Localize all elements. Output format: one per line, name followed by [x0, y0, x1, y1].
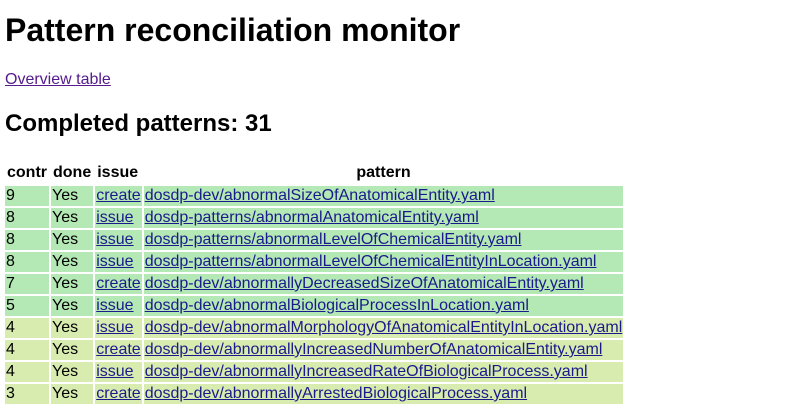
- cell-issue: issue: [95, 252, 142, 272]
- cell-done: Yes: [51, 384, 94, 404]
- cell-pattern: dosdp-patterns/abnormalLevelOfChemicalEn…: [143, 252, 624, 272]
- cell-pattern: dosdp-dev/abnormallyIncreasedRateOfBiolo…: [143, 362, 624, 382]
- table-row: 8 Yes issue dosdp-patterns/abnormalLevelOfC…: [5, 230, 624, 250]
- cell-contr: 4: [5, 362, 49, 382]
- cell-issue: create: [95, 384, 142, 404]
- create-issue-link[interactable]: create: [96, 385, 141, 402]
- cell-contr: 7: [5, 274, 49, 294]
- cell-done: Yes: [51, 340, 94, 360]
- issue-link[interactable]: issue: [96, 231, 134, 248]
- table-row: 4 Yes issue dosdp-dev/abnormalMorphologyOfA…: [5, 318, 624, 338]
- patterns-table: contr done issue pattern 9 Yes create dosdp…: [3, 160, 625, 408]
- cell-pattern: dosdp-patterns/abnormalLevelOfChemicalEn…: [143, 230, 624, 250]
- cell-done: Yes: [51, 208, 94, 228]
- cell-contr: 3: [5, 384, 49, 404]
- cell-done: Yes: [51, 274, 94, 294]
- pattern-link[interactable]: dosdp-dev/abnormallyDecreasedSizeOfAnato…: [144, 275, 584, 292]
- cell-pattern: dosdp-dev/abnormallyArrestedBiologicalPr…: [143, 384, 624, 404]
- pattern-link[interactable]: dosdp-patterns/abnormalAnatomicalEntity.…: [144, 209, 479, 226]
- cell-contr: 8: [5, 252, 49, 272]
- table-header-row: contr done issue pattern: [5, 162, 623, 184]
- pattern-link[interactable]: dosdp-dev/abnormallyIncreasedRateOfBiolo…: [144, 363, 588, 380]
- header-pattern: pattern: [356, 164, 411, 181]
- table-row: 5 Yes issue dosdp-dev/abnormalBiologicalPro…: [5, 296, 624, 316]
- cell-issue: issue: [95, 318, 142, 338]
- pattern-link[interactable]: dosdp-dev/abnormallyArrestedBiologicalPr…: [144, 385, 528, 402]
- table-row: 4 Yes create dosdp-dev/abnormallyIncreasedN…: [5, 340, 624, 360]
- cell-contr: 8: [5, 230, 49, 250]
- issue-link[interactable]: issue: [96, 319, 134, 336]
- table-body: 9 Yes create dosdp-dev/abnormalSizeOfAnatom…: [5, 186, 624, 406]
- cell-contr: 5: [5, 296, 49, 316]
- table-row: 8 Yes issue dosdp-patterns/abnormalLevelOfC…: [5, 252, 624, 272]
- cell-done: Yes: [51, 252, 94, 272]
- cell-issue: issue: [95, 296, 142, 316]
- issue-link[interactable]: issue: [96, 363, 134, 380]
- issue-link[interactable]: issue: [96, 209, 134, 226]
- pattern-link[interactable]: dosdp-dev/abnormalMorphologyOfAnatomical…: [144, 319, 623, 336]
- cell-pattern: dosdp-dev/abnormalBiologicalProcessInLoc…: [143, 296, 624, 316]
- cell-issue: issue: [95, 208, 142, 228]
- header-issue: issue: [97, 164, 139, 181]
- cell-done: Yes: [51, 362, 94, 382]
- cell-pattern: dosdp-dev/abnormallyDecreasedSizeOfAnato…: [143, 274, 624, 294]
- pattern-link[interactable]: dosdp-patterns/abnormalLevelOfChemicalEn…: [144, 231, 522, 248]
- overview-table-link[interactable]: Overview table: [5, 71, 111, 88]
- issue-link[interactable]: issue: [96, 297, 134, 314]
- table-row: 9 Yes create dosdp-dev/abnormalSizeOfAnatom…: [5, 186, 624, 206]
- cell-contr: 9: [5, 186, 49, 206]
- table-row: 8 Yes issue dosdp-patterns/abnormalAnatomic…: [5, 208, 624, 228]
- pattern-link[interactable]: dosdp-dev/abnormalBiologicalProcessInLoc…: [144, 297, 529, 314]
- table-row: 7 Yes create dosdp-dev/abnormallyDecreasedS…: [5, 274, 624, 294]
- pattern-link[interactable]: dosdp-dev/abnormalSizeOfAnatomicalEntity…: [144, 187, 495, 204]
- create-issue-link[interactable]: create: [96, 275, 141, 292]
- header-done: done: [53, 164, 92, 181]
- cell-issue: issue: [95, 362, 142, 382]
- cell-done: Yes: [51, 230, 94, 250]
- create-issue-link[interactable]: create: [96, 341, 141, 358]
- create-issue-link[interactable]: create: [96, 187, 141, 204]
- pattern-link[interactable]: dosdp-dev/abnormallyIncreasedNumberOfAna…: [144, 341, 603, 358]
- cell-done: Yes: [51, 296, 94, 316]
- page-title: Pattern reconciliation monitor: [5, 12, 461, 48]
- cell-contr: 8: [5, 208, 49, 228]
- cell-pattern: dosdp-dev/abnormalSizeOfAnatomicalEntity…: [143, 186, 624, 206]
- cell-issue: issue: [95, 230, 142, 250]
- cell-pattern: dosdp-dev/abnormalMorphologyOfAnatomical…: [143, 318, 624, 338]
- table-row: 3 Yes create dosdp-dev/abnormallyArrestedBi…: [5, 384, 624, 404]
- cell-pattern: dosdp-patterns/abnormalAnatomicalEntity.…: [143, 208, 624, 228]
- cell-contr: 4: [5, 340, 49, 360]
- header-contr: contr: [7, 164, 47, 181]
- cell-contr: 4: [5, 318, 49, 338]
- table-row: 4 Yes issue dosdp-dev/abnormallyIncreasedRa…: [5, 362, 624, 382]
- cell-issue: create: [95, 340, 142, 360]
- cell-done: Yes: [51, 186, 94, 206]
- issue-link[interactable]: issue: [96, 253, 134, 270]
- cell-issue: create: [95, 186, 142, 206]
- pattern-link[interactable]: dosdp-patterns/abnormalLevelOfChemicalEn…: [144, 253, 597, 270]
- cell-done: Yes: [51, 318, 94, 338]
- cell-issue: create: [95, 274, 142, 294]
- completed-patterns-heading: Completed patterns: 31: [5, 110, 272, 137]
- cell-pattern: dosdp-dev/abnormallyIncreasedNumberOfAna…: [143, 340, 624, 360]
